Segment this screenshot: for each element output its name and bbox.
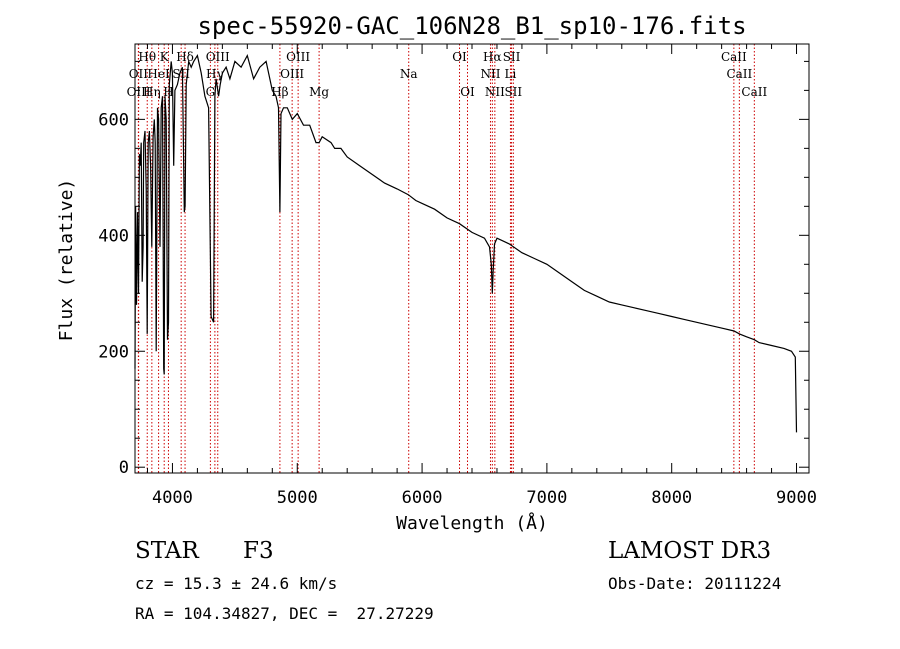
line-marker-label: CaII bbox=[721, 50, 747, 64]
line-marker-label: SII bbox=[503, 50, 521, 64]
line-marker-label: OIII bbox=[280, 67, 304, 81]
line-marker-label: Hθ bbox=[138, 50, 156, 64]
chart-title: spec-55920-GAC_106N28_B1_sp10-176.fits bbox=[197, 12, 746, 40]
line-marker-label: Hα bbox=[483, 50, 502, 64]
object-class: STAR bbox=[135, 538, 199, 564]
y-tick-label: 600 bbox=[98, 110, 129, 130]
line-marker-label: G bbox=[206, 85, 216, 99]
x-tick-label: 4000 bbox=[152, 488, 193, 508]
line-marker-label: OI bbox=[452, 50, 467, 64]
line-marker-label: H bbox=[163, 85, 173, 99]
coordinates-readout: RA = 104.34827, DEC = 27.27229 bbox=[135, 604, 434, 623]
line-marker-label: HeI bbox=[147, 67, 170, 81]
x-tick-label: 5000 bbox=[277, 488, 318, 508]
x-axis-label: Wavelength (Å) bbox=[396, 512, 548, 534]
y-axis-ticks: 0 200 400 600 bbox=[98, 60, 809, 478]
y-axis-label: Flux (relative) bbox=[56, 179, 77, 342]
line-marker-label: OI bbox=[460, 85, 475, 99]
line-marker-label: OIII bbox=[127, 85, 151, 99]
line-marker-label: CaII bbox=[726, 67, 752, 81]
x-tick-label: 9000 bbox=[776, 488, 817, 508]
spectral-line-markers bbox=[137, 44, 755, 473]
y-tick-label: 400 bbox=[98, 226, 129, 246]
plot-frame bbox=[134, 43, 810, 474]
line-marker-label: Mg bbox=[309, 85, 329, 99]
survey-name: LAMOST DR3 bbox=[608, 538, 772, 564]
line-marker-label: OII bbox=[129, 67, 149, 81]
line-marker-label: NII bbox=[480, 67, 500, 81]
line-marker-label: Li bbox=[505, 67, 517, 81]
object-subclass: F3 bbox=[243, 538, 274, 564]
line-marker-label: SII bbox=[504, 85, 522, 99]
x-tick-label: 6000 bbox=[402, 488, 443, 508]
flux-series-line bbox=[134, 53, 798, 433]
line-marker-label: Hγ bbox=[206, 67, 224, 81]
y-tick-label: 200 bbox=[98, 342, 129, 362]
line-marker-label: OIII bbox=[206, 50, 230, 64]
line-marker-label: Hδ bbox=[176, 50, 194, 64]
x-tick-label: 8000 bbox=[651, 488, 692, 508]
y-tick-label: 0 bbox=[119, 458, 129, 478]
line-marker-label: OIII bbox=[286, 50, 310, 64]
x-axis-ticks: 4000 5000 6000 7000 8000 9000 bbox=[146, 44, 817, 508]
line-marker-label: NII bbox=[485, 85, 505, 99]
x-tick-label: 7000 bbox=[526, 488, 567, 508]
line-marker-label: CaII bbox=[741, 85, 767, 99]
line-marker-label: Hη bbox=[143, 85, 161, 99]
line-marker-label: SII bbox=[172, 67, 190, 81]
observation-date: Obs-Date: 20111224 bbox=[608, 574, 782, 593]
line-marker-label: K bbox=[160, 50, 170, 64]
line-marker-label: Na bbox=[400, 67, 418, 81]
redshift-readout: cz = 15.3 ± 24.6 km/s bbox=[135, 574, 338, 593]
